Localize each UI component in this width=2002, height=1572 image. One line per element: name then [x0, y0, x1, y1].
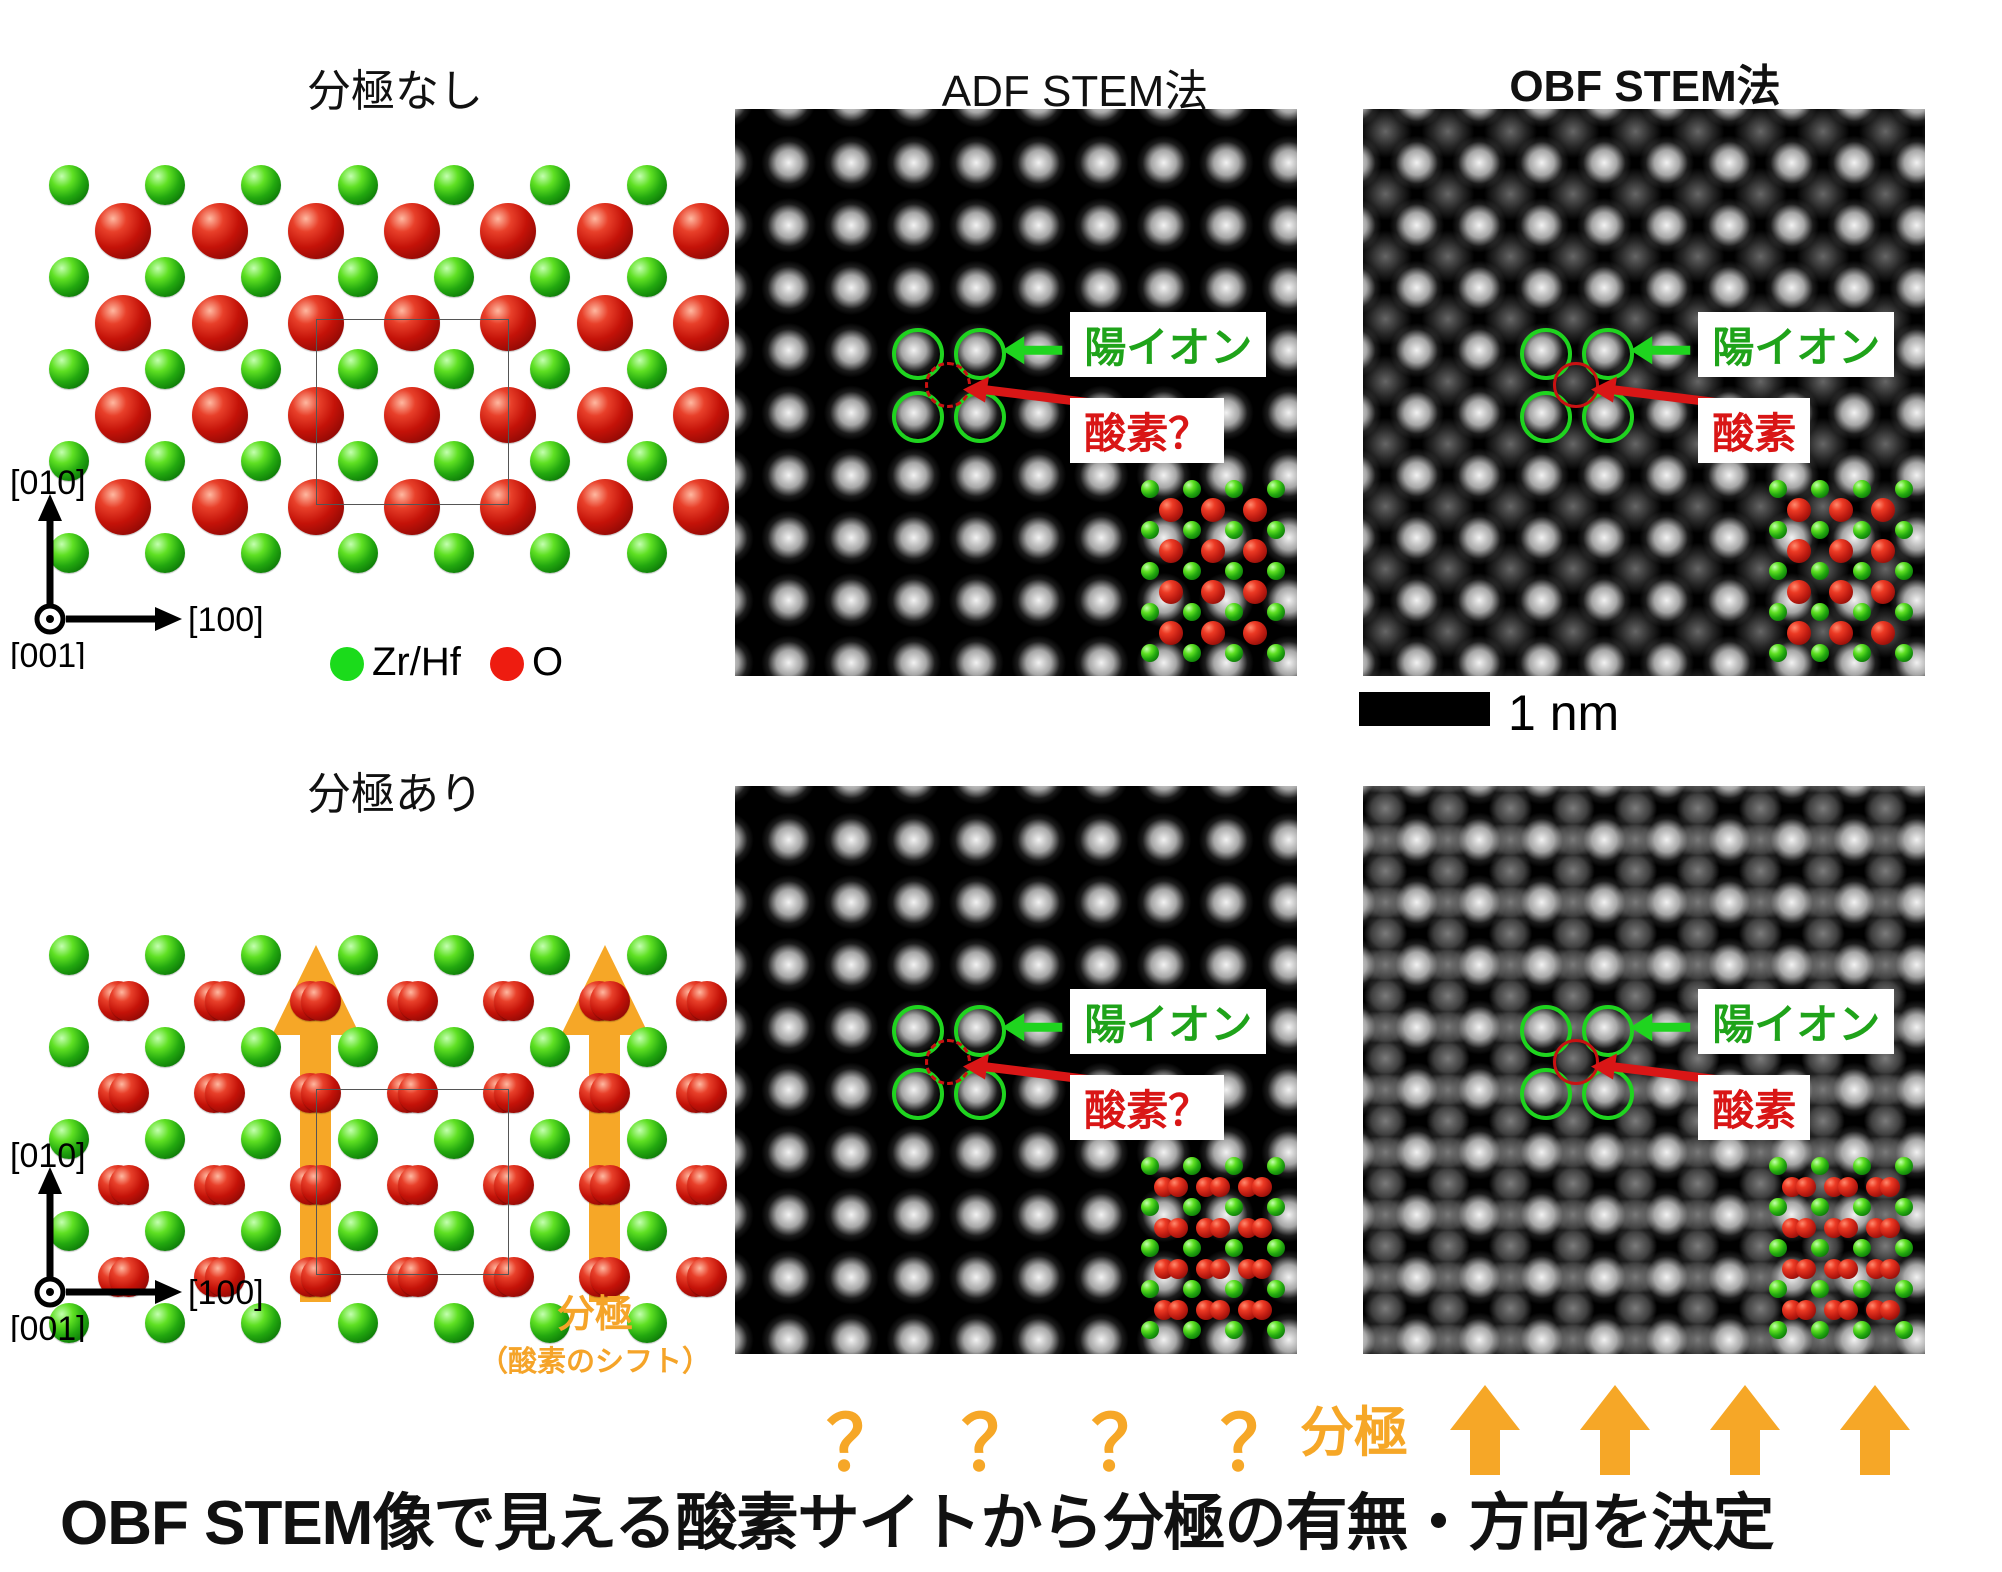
svg-text:[010]: [010]: [10, 464, 86, 502]
svg-text:[010]: [010]: [10, 1137, 86, 1175]
svg-text:[001]: [001]: [10, 637, 86, 669]
svg-text:[100]: [100]: [188, 1274, 264, 1312]
svg-text:[100]: [100]: [188, 601, 264, 639]
svg-text:[001]: [001]: [10, 1310, 86, 1342]
